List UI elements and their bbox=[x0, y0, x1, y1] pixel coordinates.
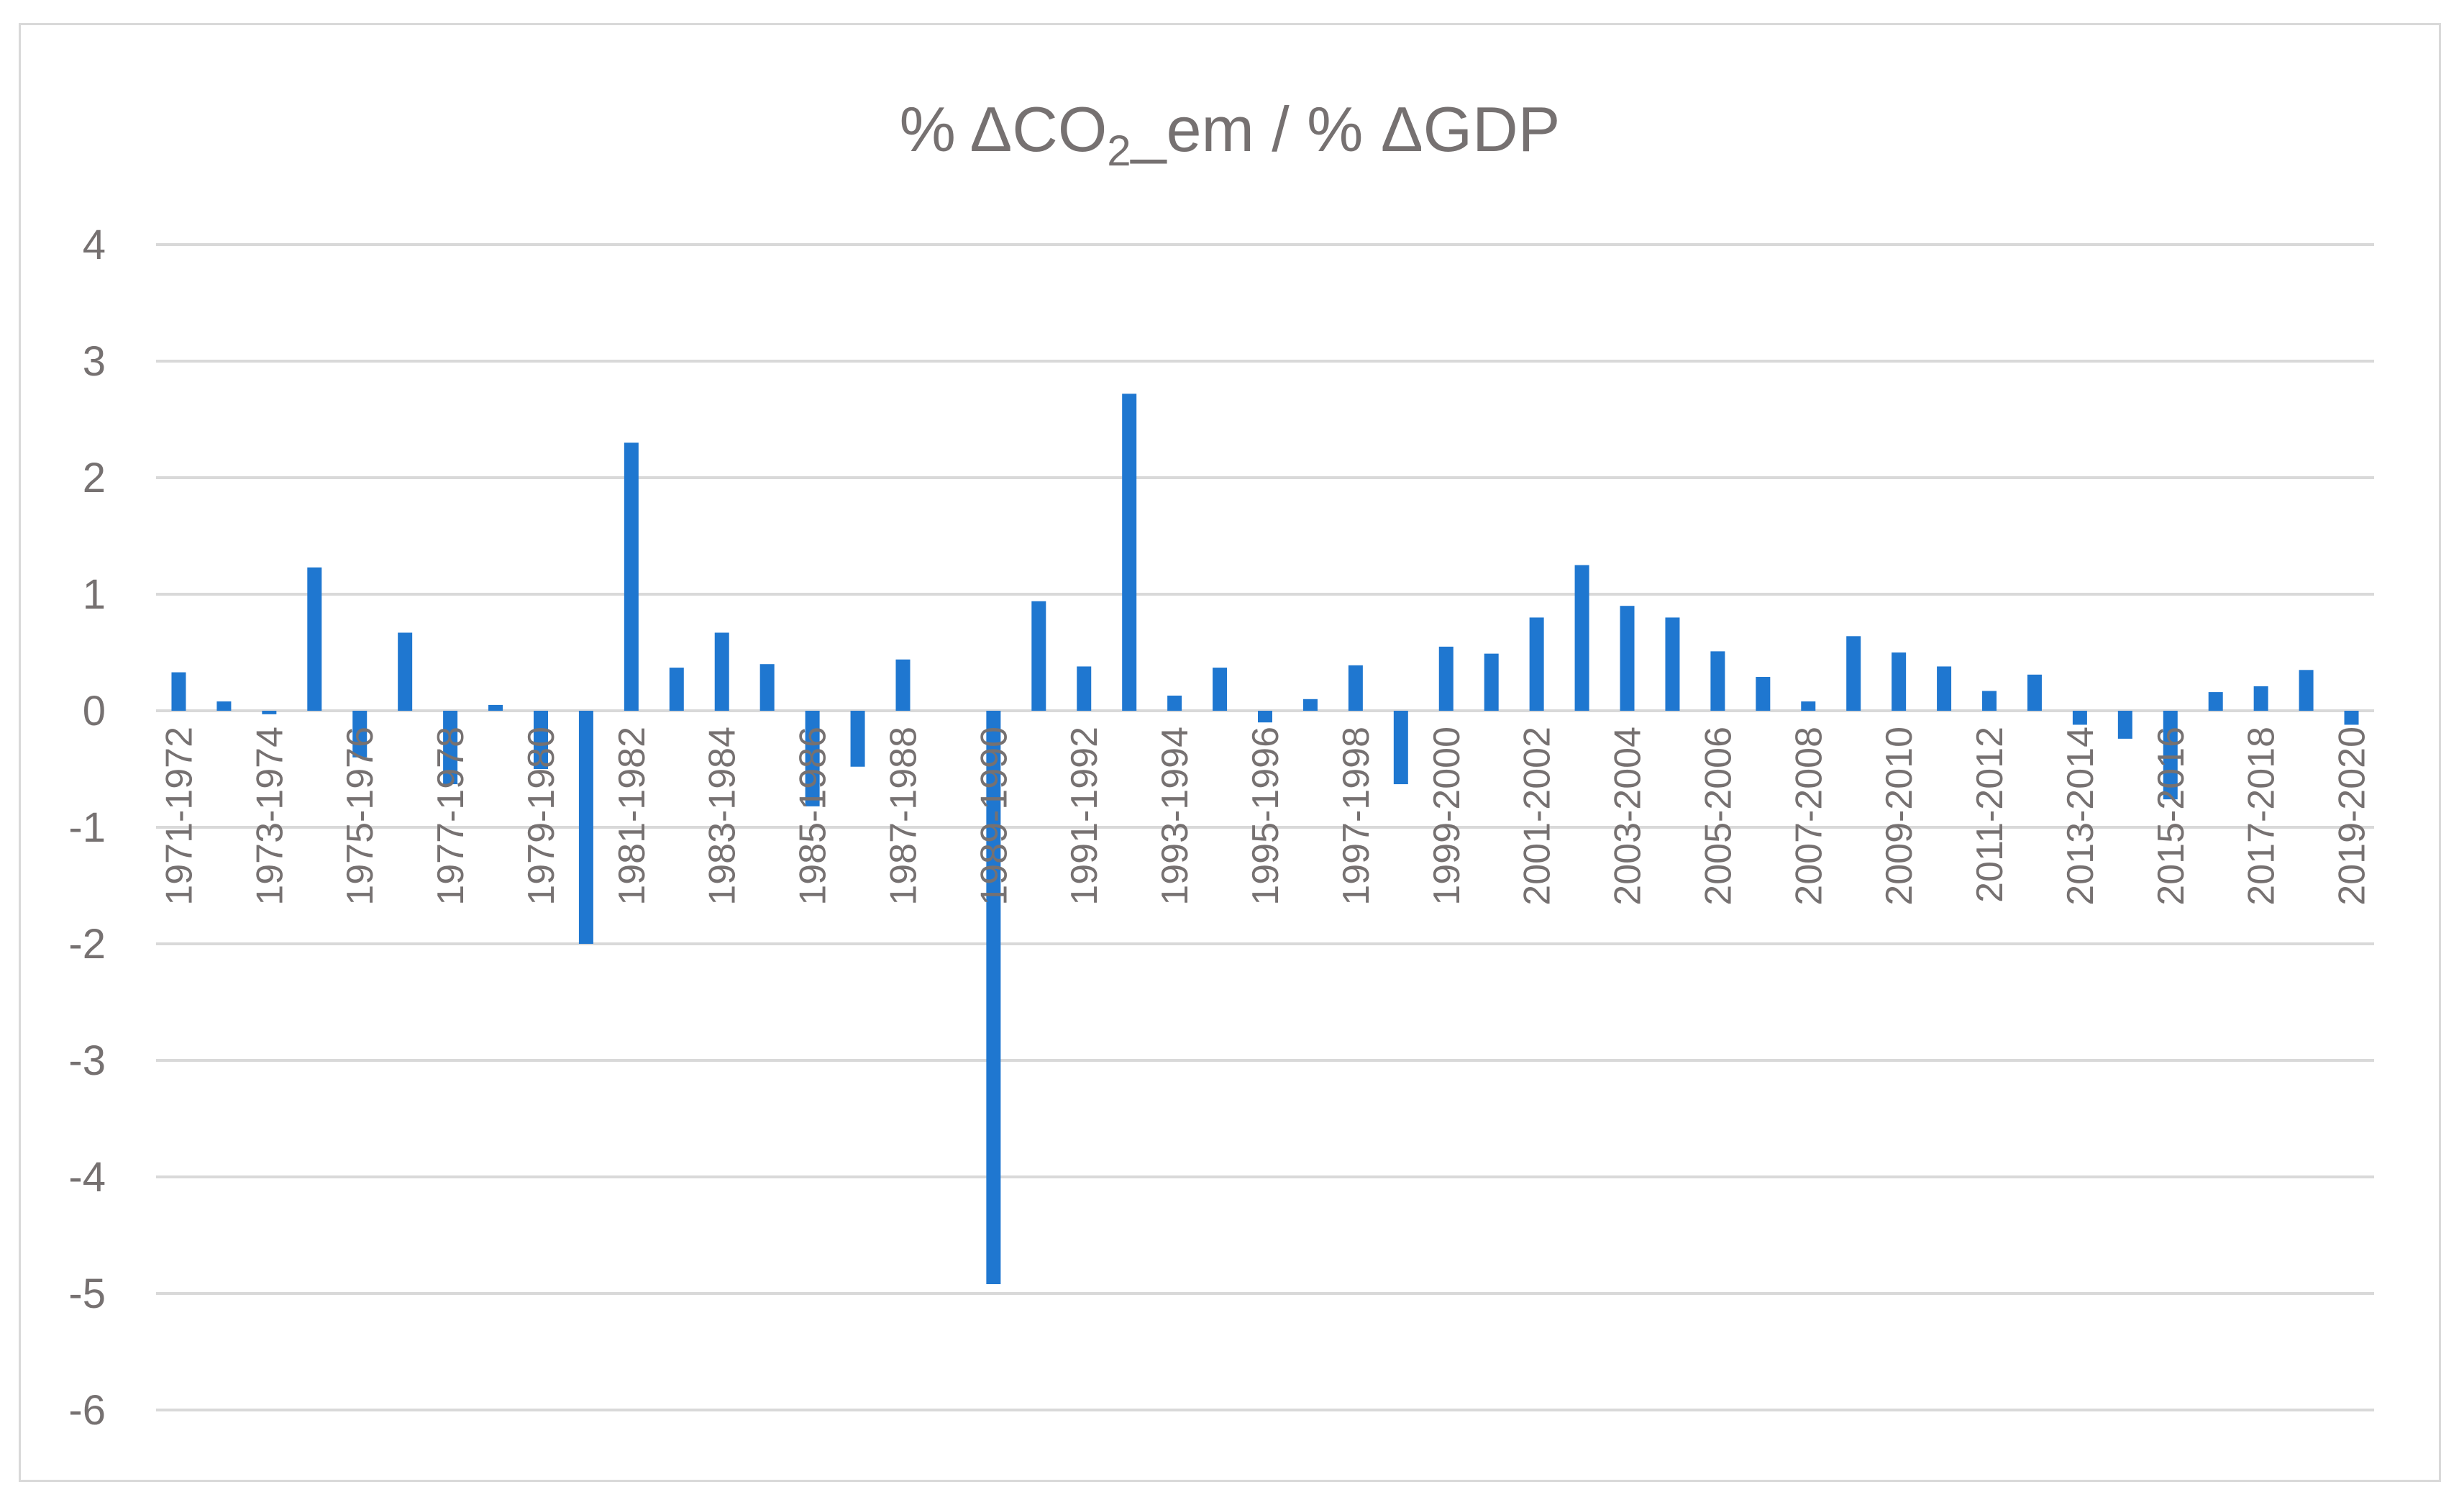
x-tick-label: 1999-2000 bbox=[1426, 727, 1468, 906]
y-tick-label: 4 bbox=[83, 222, 106, 268]
x-tick-label: 2019-2020 bbox=[2332, 727, 2373, 906]
y-tick-label: -3 bbox=[68, 1037, 106, 1084]
bars bbox=[171, 394, 2359, 1285]
x-tick-label: 2013-2014 bbox=[2060, 727, 2102, 906]
y-tick-label: -1 bbox=[68, 804, 106, 851]
bar bbox=[986, 711, 1001, 1285]
y-tick-label: 3 bbox=[83, 338, 106, 385]
y-tick-label: -5 bbox=[68, 1270, 106, 1317]
x-tick-label: 2017-2018 bbox=[2241, 727, 2283, 906]
bar bbox=[578, 711, 593, 944]
bar bbox=[1077, 666, 1092, 711]
x-tick-label: 2011-2012 bbox=[1969, 727, 2011, 903]
chart-area: % ΔCO2_em / % ΔGDP 4 3 2 1 0 -1 -2 -3 -4 -5 -6 197… bbox=[19, 23, 2441, 1482]
bar bbox=[1213, 668, 1228, 711]
bar bbox=[2117, 711, 2132, 739]
bar bbox=[171, 672, 186, 711]
bar bbox=[398, 632, 413, 711]
x-tick-label: 1983-1984 bbox=[702, 727, 744, 906]
bar bbox=[1620, 606, 1635, 711]
bar-chart: % ΔCO2_em / % ΔGDP 4 3 2 1 0 -1 -2 -3 -4 -5 -6 197… bbox=[68, 94, 2374, 1434]
bar bbox=[1031, 601, 1046, 711]
bar bbox=[488, 704, 503, 711]
x-axis-ticks: 1971-1972 1973-1974 1975-1976 1977-1978 1979… bbox=[158, 727, 2373, 906]
bar bbox=[307, 567, 322, 711]
bar bbox=[533, 711, 548, 769]
bar bbox=[1393, 711, 1408, 785]
y-tick-label: 1 bbox=[83, 571, 106, 618]
bar bbox=[352, 711, 368, 758]
bar bbox=[2253, 686, 2268, 711]
bar bbox=[1846, 636, 1861, 711]
x-tick-label: 2009-2010 bbox=[1879, 727, 1920, 906]
bar bbox=[1122, 394, 1137, 711]
bar bbox=[1892, 652, 1907, 711]
x-tick-label: 2001-2002 bbox=[1517, 727, 1559, 906]
bar bbox=[1167, 695, 1182, 711]
x-tick-label: 1995-1996 bbox=[1245, 727, 1287, 906]
chart-title: % ΔCO2_em / % ΔGDP bbox=[900, 94, 1561, 175]
bar bbox=[805, 711, 820, 806]
bar bbox=[443, 711, 458, 785]
bar bbox=[1484, 653, 1499, 711]
x-tick-label: 2015-2016 bbox=[2150, 727, 2192, 906]
bar bbox=[1258, 711, 1272, 723]
x-tick-label: 1991-1992 bbox=[1064, 727, 1105, 906]
bar bbox=[1438, 646, 1454, 711]
x-tick-label: 1989-1990 bbox=[973, 727, 1015, 906]
x-tick-label: 1971-1972 bbox=[158, 727, 200, 906]
y-tick-label: 0 bbox=[83, 688, 106, 734]
y-tick-label: -6 bbox=[68, 1387, 106, 1434]
bar bbox=[669, 668, 684, 711]
bar bbox=[1665, 617, 1680, 711]
y-tick-label: -4 bbox=[68, 1154, 106, 1201]
bar bbox=[1574, 565, 1589, 711]
bar bbox=[759, 664, 775, 711]
bar bbox=[2208, 692, 2223, 711]
bar bbox=[2344, 711, 2359, 725]
bar bbox=[1801, 701, 1816, 711]
bar bbox=[2027, 674, 2042, 711]
bar bbox=[1937, 666, 1952, 711]
x-tick-label: 1993-1994 bbox=[1154, 727, 1196, 906]
y-axis-ticks: 4 3 2 1 0 -1 -2 -3 -4 -5 -6 bbox=[68, 222, 106, 1434]
y-tick-label: 2 bbox=[83, 455, 106, 501]
x-tick-label: 1987-1988 bbox=[882, 727, 924, 906]
bar bbox=[714, 632, 729, 711]
bar bbox=[2299, 670, 2314, 711]
bar bbox=[624, 442, 639, 711]
bar bbox=[2163, 711, 2178, 800]
bar bbox=[1982, 691, 1997, 711]
x-tick-label: 1979-1980 bbox=[521, 727, 562, 906]
bar bbox=[1348, 665, 1363, 711]
y-tick-label: -2 bbox=[68, 921, 106, 968]
x-tick-label: 2007-2008 bbox=[1788, 727, 1830, 906]
x-tick-label: 2005-2006 bbox=[1697, 727, 1739, 906]
bar bbox=[262, 711, 277, 714]
x-tick-label: 1997-1998 bbox=[1336, 727, 1377, 906]
x-tick-label: 2003-2004 bbox=[1607, 727, 1649, 906]
bar bbox=[895, 659, 911, 711]
x-tick-label: 1977-1978 bbox=[430, 727, 472, 906]
bar bbox=[216, 701, 232, 711]
x-tick-label: 1975-1976 bbox=[339, 727, 381, 906]
bar bbox=[2072, 711, 2087, 725]
bar bbox=[1710, 651, 1725, 711]
x-tick-label: 1981-1982 bbox=[611, 727, 653, 906]
x-tick-label: 1973-1974 bbox=[249, 727, 291, 906]
x-tick-label: 1985-1986 bbox=[793, 727, 834, 906]
bar bbox=[1756, 677, 1771, 711]
bar bbox=[850, 711, 865, 767]
bar bbox=[1529, 617, 1544, 711]
bar bbox=[1302, 699, 1318, 711]
